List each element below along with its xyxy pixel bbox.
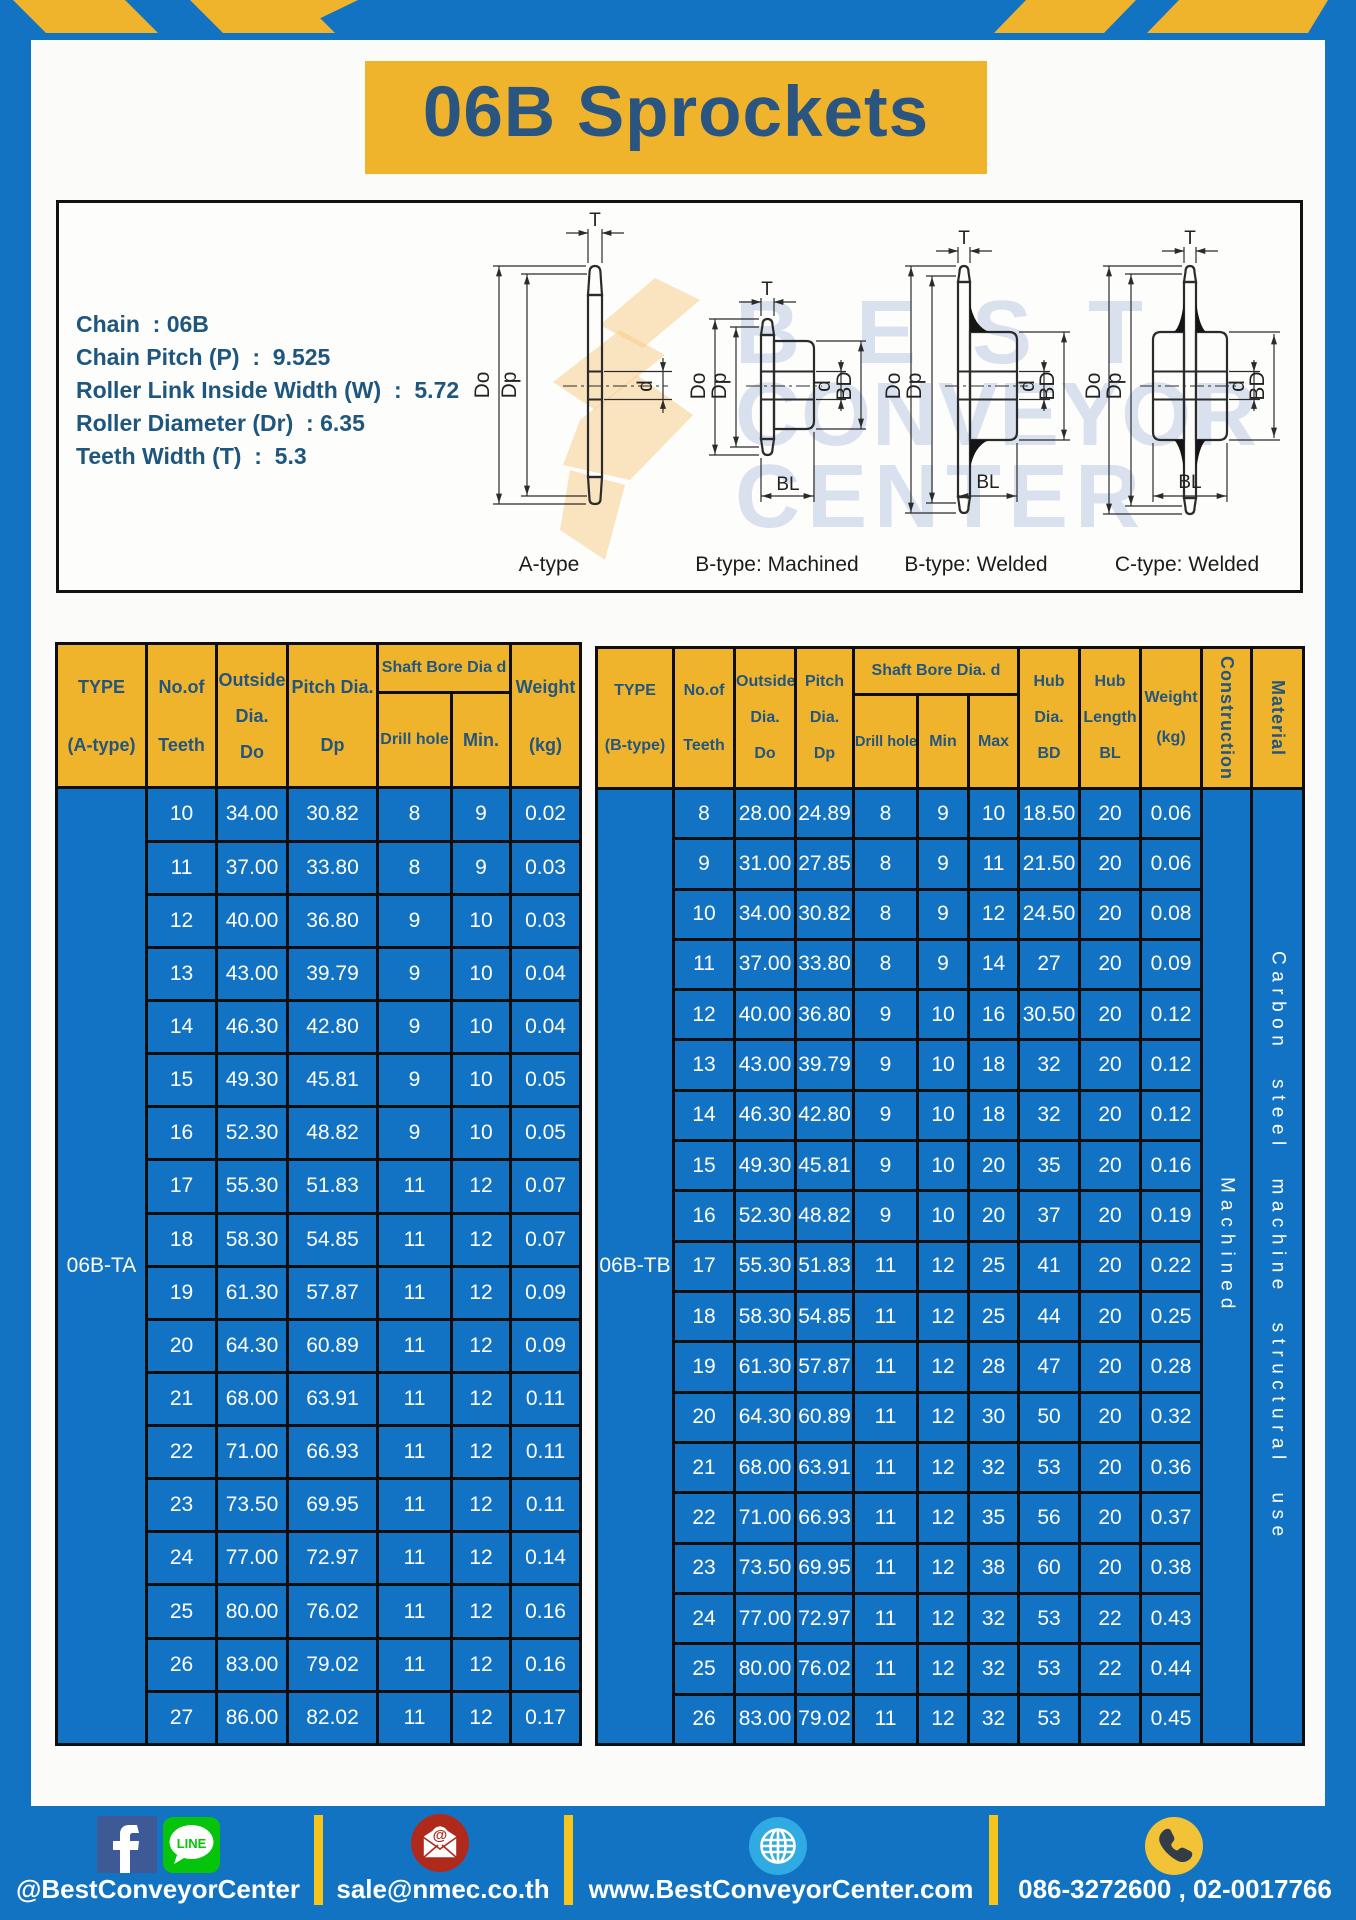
svg-text:d: d: [1016, 380, 1039, 392]
svg-text:BD: BD: [1246, 371, 1269, 400]
svg-text:d: d: [634, 380, 657, 392]
svg-text:d: d: [1226, 380, 1249, 392]
svg-text:T: T: [1184, 228, 1196, 249]
svg-text:T: T: [761, 279, 773, 300]
svg-text:Do: Do: [471, 372, 494, 399]
svg-text:BL: BL: [976, 472, 999, 493]
svg-text:Dp: Dp: [1103, 373, 1126, 400]
svg-text:BL: BL: [776, 474, 799, 495]
svg-text:Dp: Dp: [903, 373, 926, 400]
svg-text:Do: Do: [882, 373, 905, 400]
svg-text:Do: Do: [687, 373, 710, 400]
svg-text:BL: BL: [1178, 472, 1201, 493]
svg-text:Do: Do: [1082, 373, 1105, 400]
svg-text:Dp: Dp: [498, 372, 521, 399]
svg-text:Dp: Dp: [708, 373, 731, 400]
svg-text:LINE: LINE: [177, 1836, 207, 1851]
svg-text:T: T: [589, 210, 601, 231]
svg-text:T: T: [958, 228, 970, 249]
svg-text:@: @: [433, 1827, 448, 1844]
svg-text:BD: BD: [1036, 371, 1059, 400]
svg-text:BD: BD: [833, 371, 856, 400]
svg-text:d: d: [812, 380, 835, 392]
